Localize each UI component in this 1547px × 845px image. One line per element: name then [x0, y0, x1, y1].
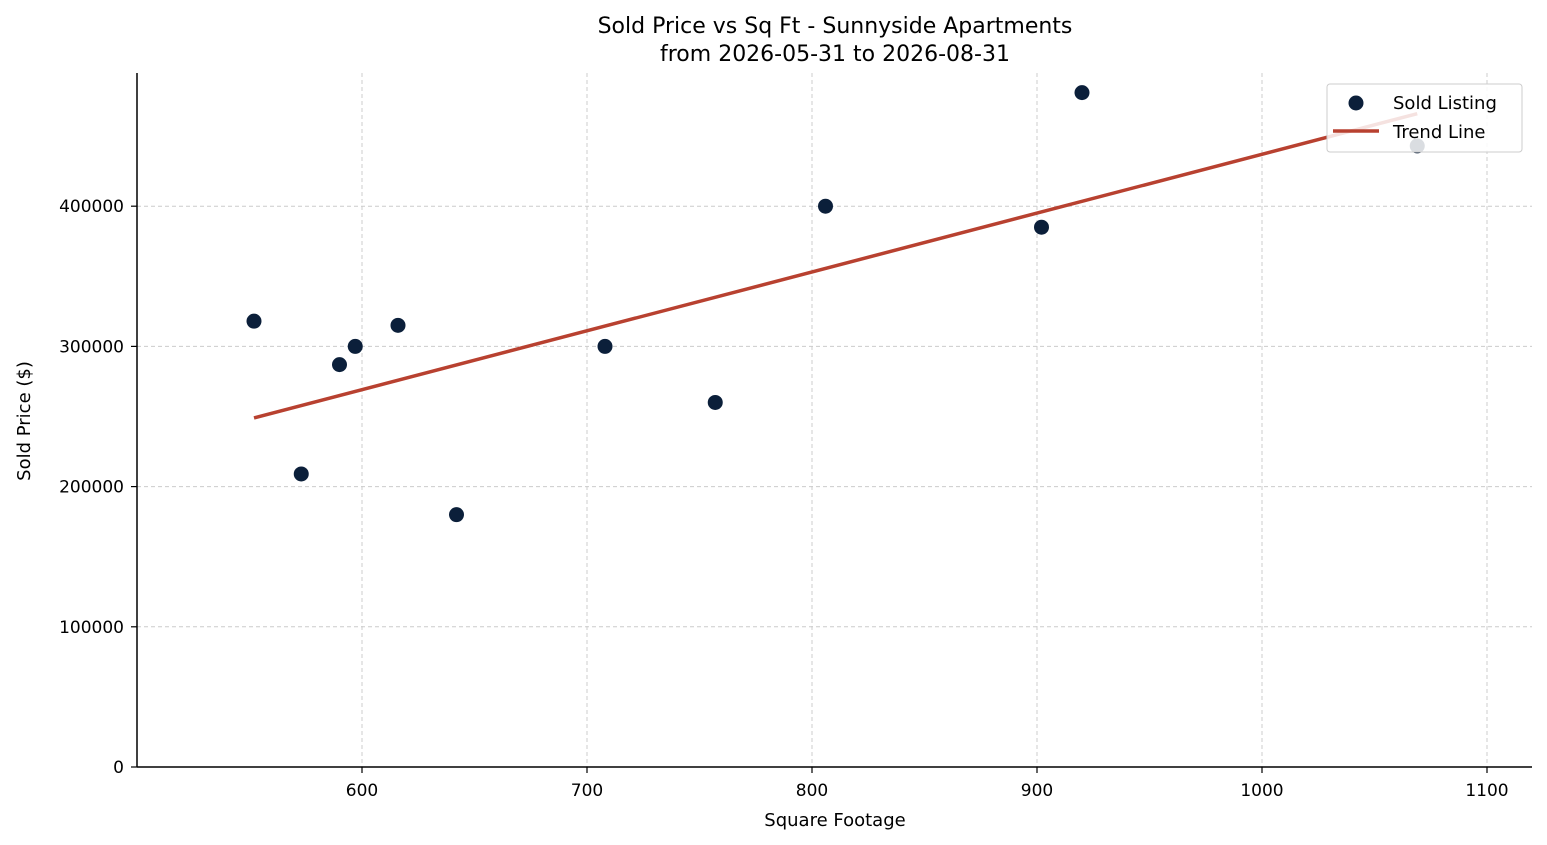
series — [246, 85, 1425, 523]
sold-listing-point — [597, 338, 613, 354]
legend-box — [1326, 83, 1523, 153]
x-tick-label: 900 — [1021, 781, 1053, 801]
axes — [136, 73, 1532, 768]
legend-marker-sold-listing — [1348, 95, 1364, 111]
x-tick-label: 600 — [346, 781, 378, 801]
legend-label-sold-listing: Sold Listing — [1393, 93, 1497, 114]
sold-listing-point — [293, 466, 309, 482]
x-tick-label: 1000 — [1240, 781, 1283, 801]
chart-subtitle: from 2026-05-31 to 2026-08-31 — [660, 42, 1010, 67]
sold-listing-point — [707, 394, 723, 410]
trend-line — [253, 111, 1418, 420]
y-tick-label: 0 — [113, 758, 124, 778]
grid — [137, 73, 1532, 768]
ticks: 600 700 800 900 1000 1100 0 100000 200000 300000 4… — [59, 197, 1509, 801]
sold-listing-point — [1074, 85, 1090, 101]
sold-listing-point — [1034, 219, 1049, 235]
x-tick-label: 700 — [571, 781, 603, 801]
sold-listing-point — [246, 313, 262, 329]
x-tick-label: 1100 — [1465, 781, 1508, 801]
y-axis-label: Sold Price ($) — [14, 361, 35, 481]
legend-label-trend-line: Trend Line — [1392, 122, 1486, 143]
y-tick-label: 100000 — [59, 618, 124, 638]
x-axis-label: Square Footage — [764, 810, 905, 831]
sold-listing-point — [390, 317, 406, 333]
y-tick-label: 400000 — [59, 197, 124, 217]
sold-listing-point — [347, 338, 363, 354]
y-tick-label: 200000 — [59, 478, 124, 498]
sold-listing-point — [449, 507, 464, 523]
sold-listing-point — [332, 357, 347, 373]
sold-listing-point — [818, 198, 833, 214]
y-tick-label: 300000 — [59, 337, 124, 357]
legend: Sold Listing Trend Line — [1326, 83, 1523, 153]
chart-title: Sold Price vs Sq Ft - Sunnyside Apartmen… — [598, 14, 1073, 39]
x-tick-label: 800 — [796, 781, 828, 801]
